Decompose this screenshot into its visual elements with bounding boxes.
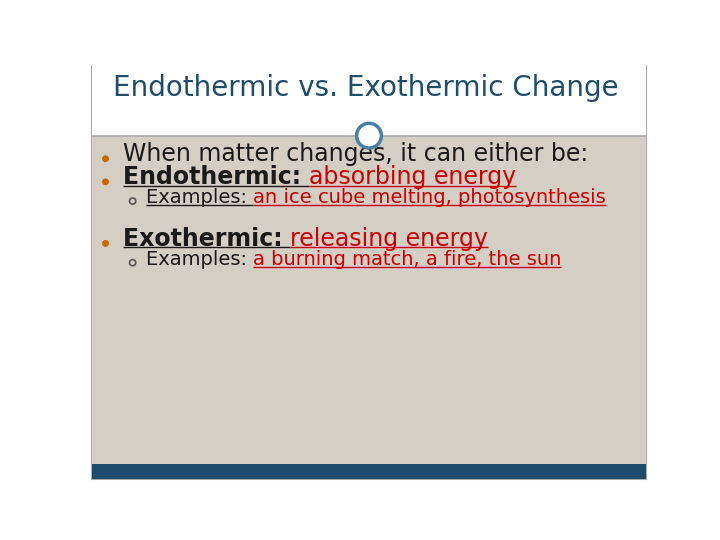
Circle shape (103, 179, 108, 185)
FancyBboxPatch shape (91, 136, 647, 464)
Text: an ice cube melting, photosynthesis: an ice cube melting, photosynthesis (253, 188, 606, 207)
Text: Endothermic:: Endothermic: (122, 165, 309, 189)
FancyBboxPatch shape (91, 65, 647, 136)
Text: Examples:: Examples: (145, 250, 253, 269)
Circle shape (130, 198, 136, 204)
Text: When matter changes, it can either be:: When matter changes, it can either be: (122, 142, 588, 166)
FancyBboxPatch shape (91, 66, 647, 479)
Circle shape (356, 123, 382, 148)
Circle shape (130, 260, 136, 266)
Text: Examples:: Examples: (145, 188, 253, 207)
Text: Exothermic:: Exothermic: (122, 227, 290, 251)
FancyBboxPatch shape (91, 464, 647, 479)
Text: absorbing energy: absorbing energy (309, 165, 516, 189)
Text: a burning match, a fire, the sun: a burning match, a fire, the sun (253, 250, 562, 269)
Text: releasing energy: releasing energy (290, 227, 488, 251)
Circle shape (103, 156, 108, 161)
Text: Endothermic vs. Exothermic Change: Endothermic vs. Exothermic Change (113, 74, 619, 102)
Circle shape (103, 241, 108, 246)
